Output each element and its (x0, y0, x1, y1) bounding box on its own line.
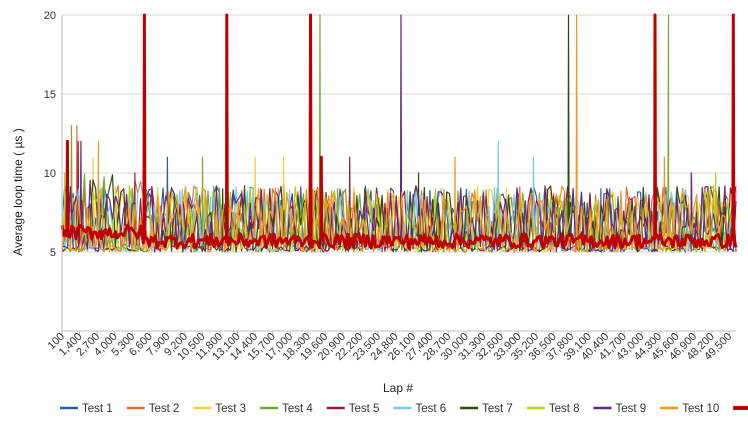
y-axis-title: Average loop time ( µs ) (11, 128, 25, 255)
legend-label: Test 2 (149, 403, 180, 415)
y-tick-label: 15 (44, 89, 56, 101)
x-axis-title: Lap # (383, 381, 413, 395)
series-layer (60, 13, 738, 253)
legend-label: Test 8 (549, 403, 580, 415)
legend-label: Test 4 (282, 403, 313, 415)
series-line-average (60, 13, 738, 250)
grid (62, 14, 736, 253)
legend-label: Test 5 (349, 403, 380, 415)
y-tick-label: 5 (50, 247, 56, 259)
legend-label: Test 7 (482, 403, 513, 415)
legend-label: Test 10 (682, 403, 719, 415)
legend-label: Test 1 (82, 403, 113, 415)
legend-label: Test 9 (616, 403, 647, 415)
legend: Test 1 Test 2 Test 3 Test 4 Test 5 Test 6 Test… (60, 403, 748, 415)
y-tick-label: 20 (44, 10, 56, 22)
series-line-test-9 (61, 14, 737, 253)
y-axis-ticks: 5 10 15 20 (44, 10, 56, 259)
legend-label: Test 3 (215, 403, 246, 415)
y-tick-label: 10 (44, 168, 56, 180)
x-axis-ticks: 1001,4002,7004,0005,3006,6007,9009,20010… (46, 331, 735, 363)
legend-label: Test 6 (415, 403, 446, 415)
